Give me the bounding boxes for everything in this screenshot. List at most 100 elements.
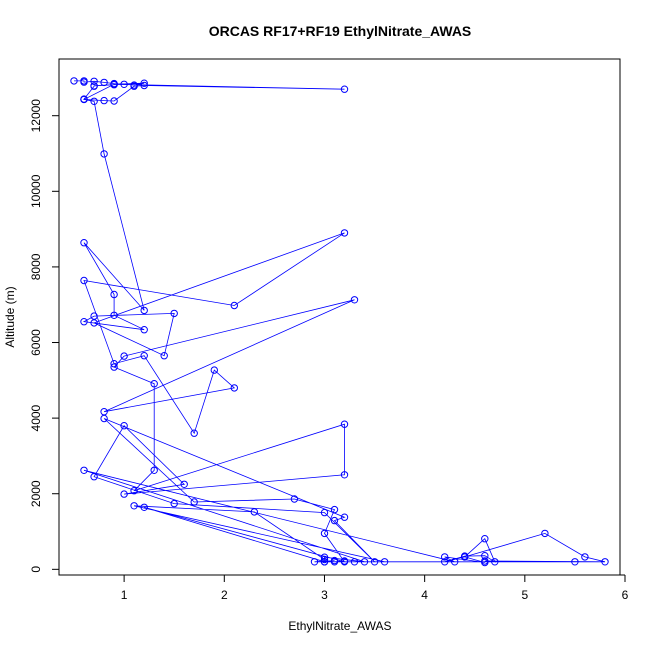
data-point (320, 529, 329, 538)
y-tick-label: 2000 (29, 480, 43, 507)
y-tick-label: 12000 (29, 99, 43, 133)
y-axis-title: Altitude (m) (3, 286, 17, 347)
data-point (190, 498, 198, 506)
data-point (170, 499, 178, 508)
data-point (210, 366, 219, 374)
data-point (120, 422, 128, 430)
data-point (370, 558, 379, 566)
data-point (330, 516, 339, 525)
data-point (330, 558, 339, 566)
data-point (350, 558, 359, 566)
data-point (90, 82, 98, 90)
x-tick-label: 6 (622, 588, 629, 602)
data-point (350, 296, 359, 304)
data-point (481, 557, 489, 565)
data-point (140, 326, 148, 334)
data-point (481, 552, 489, 560)
data-point (130, 502, 138, 510)
data-point (100, 96, 108, 105)
data-point (461, 553, 469, 561)
data-point (601, 558, 609, 566)
y-tick-label: 10000 (29, 174, 43, 208)
data-point (140, 79, 148, 87)
data-point (90, 473, 98, 481)
data-point (481, 535, 489, 543)
x-tick-label: 5 (521, 588, 528, 602)
data-point (320, 508, 329, 517)
data-point (80, 78, 88, 86)
data-point (320, 553, 329, 561)
data-point (340, 513, 349, 521)
y-tick-label: 0 (29, 566, 43, 573)
data-point (70, 77, 78, 85)
y-tick-label: 6000 (29, 329, 43, 356)
data-point (110, 80, 118, 89)
data-point (150, 466, 158, 474)
chart-title: ORCAS RF17+RF19 EthylNitrate_AWAS (209, 23, 472, 39)
data-point (320, 555, 329, 564)
data-point (90, 97, 98, 106)
data-point (140, 306, 148, 315)
data-point (160, 352, 168, 360)
data-point (571, 558, 579, 566)
data-point (110, 363, 118, 371)
data-point (180, 480, 188, 488)
data-point (110, 311, 118, 319)
x-tick-label: 4 (421, 588, 428, 602)
data-point (140, 503, 148, 511)
y-tick-label: 4000 (29, 404, 43, 431)
data-point (80, 466, 88, 474)
data-point (100, 414, 108, 423)
data-point (250, 508, 259, 516)
data-point (80, 239, 88, 247)
data-point (80, 276, 88, 285)
x-tick-label: 3 (321, 588, 328, 602)
data-point (90, 319, 98, 327)
data-point (441, 558, 449, 566)
data-point (451, 558, 459, 566)
data-point (120, 80, 128, 89)
data-point (441, 553, 449, 561)
data-point (360, 558, 369, 566)
data-point (140, 352, 148, 360)
data-point (290, 495, 299, 503)
data-point (380, 558, 389, 566)
data-point (340, 471, 349, 479)
series-layer (70, 77, 609, 567)
data-point (340, 229, 349, 237)
data-point (130, 82, 138, 90)
x-tick-label: 2 (221, 588, 228, 602)
data-point (90, 77, 98, 86)
x-tick-label: 1 (121, 588, 128, 602)
data-point (130, 487, 138, 495)
data-point (110, 97, 118, 105)
data-point (330, 505, 339, 514)
data-point (230, 384, 239, 392)
data-point (120, 352, 128, 360)
data-point (110, 360, 118, 368)
data-point (80, 318, 88, 326)
data-point (190, 429, 198, 437)
data-point (100, 150, 108, 158)
data-point (581, 553, 589, 561)
data-point (100, 78, 108, 87)
x-axis-title: EthylNitrate_AWAS (288, 619, 391, 633)
data-point (320, 558, 329, 566)
data-point (340, 420, 349, 428)
y-tick-label: 8000 (29, 253, 43, 280)
data-point (120, 490, 128, 498)
data-point (230, 301, 239, 310)
y-axis: 0 2000 4000 6000 8000 10000 12000 (29, 99, 60, 573)
data-point (340, 557, 349, 565)
data-point (150, 380, 158, 388)
data-point (340, 85, 349, 93)
data-point (170, 309, 178, 318)
data-point (491, 558, 499, 566)
data-point (140, 81, 148, 90)
data-point (80, 95, 88, 104)
data-point (110, 290, 118, 299)
x-axis: 1 2 3 4 5 6 (121, 574, 629, 602)
data-point (541, 529, 549, 538)
